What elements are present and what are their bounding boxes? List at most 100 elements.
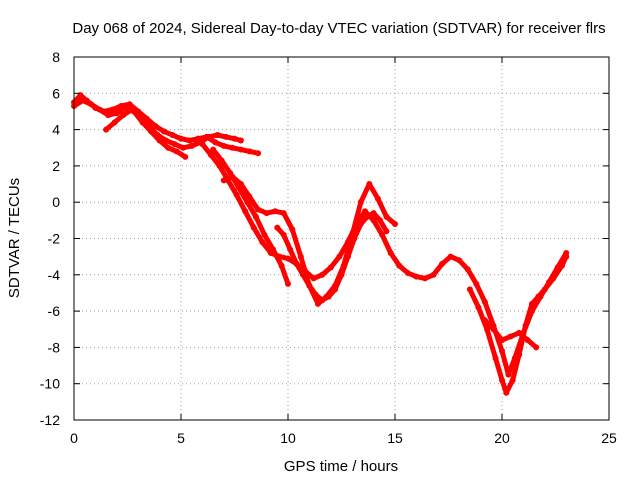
- data-point: [299, 271, 306, 278]
- data-point: [503, 389, 510, 396]
- data-point: [210, 146, 217, 153]
- data-point: [499, 377, 505, 384]
- y-tick-label: 6: [52, 85, 60, 101]
- data-point: [383, 228, 390, 235]
- data-point: [111, 119, 118, 126]
- data-point: [180, 144, 187, 151]
- data-point: [396, 262, 403, 269]
- data-point: [105, 112, 112, 119]
- data-point: [218, 157, 225, 164]
- data-point: [280, 231, 287, 238]
- data-point: [387, 250, 394, 257]
- data-point: [351, 235, 358, 242]
- data-series-sat-track-9: [481, 317, 540, 351]
- data-point: [214, 132, 221, 139]
- data-point: [88, 101, 95, 108]
- data-point: [481, 299, 488, 306]
- data-point: [152, 122, 159, 129]
- data-point: [327, 264, 334, 271]
- data-point: [332, 286, 339, 293]
- x-tick-label: 20: [494, 430, 510, 446]
- data-point: [357, 199, 364, 206]
- data-point: [319, 271, 326, 278]
- data-point: [336, 253, 343, 260]
- y-axis-label: SDTVAR / TECUs: [6, 178, 23, 298]
- data-point: [374, 195, 381, 202]
- data-series-sat-track-2: [71, 97, 189, 160]
- data-point: [533, 344, 540, 351]
- data-point: [113, 110, 120, 117]
- data-point: [122, 104, 129, 111]
- data-point: [280, 210, 287, 217]
- data-point: [344, 253, 351, 260]
- data-point: [188, 142, 195, 149]
- data-point: [270, 246, 277, 253]
- data-point: [490, 326, 497, 333]
- data-point: [160, 128, 167, 135]
- data-point: [541, 286, 548, 293]
- data-point: [509, 377, 516, 384]
- data-point: [252, 213, 259, 220]
- data-point: [120, 112, 127, 119]
- data-point: [231, 135, 238, 142]
- data-point: [421, 275, 428, 282]
- data-point: [364, 213, 371, 220]
- data-point: [499, 337, 505, 344]
- data-point: [370, 217, 377, 224]
- data-point: [314, 300, 321, 307]
- data-point: [325, 293, 332, 300]
- data-point: [563, 253, 570, 260]
- data-point: [278, 262, 285, 269]
- data-point: [528, 300, 535, 307]
- y-tick-label: 2: [52, 158, 60, 174]
- data-point: [199, 141, 206, 148]
- data-point: [229, 173, 236, 180]
- data-point: [212, 139, 219, 146]
- data-point: [169, 132, 176, 139]
- data-point: [338, 271, 345, 278]
- y-tick-label: -6: [48, 303, 61, 319]
- data-point: [246, 193, 253, 200]
- data-point: [205, 133, 212, 140]
- data-point: [505, 371, 512, 378]
- data-point: [229, 144, 236, 151]
- data-point: [473, 280, 480, 287]
- data-point: [178, 135, 184, 142]
- data-point: [499, 348, 505, 355]
- data-point: [128, 106, 135, 113]
- data-point: [362, 208, 369, 215]
- data-point: [182, 153, 189, 160]
- y-tick-label: -10: [40, 376, 60, 392]
- chart-title: Day 068 of 2024, Sidereal Day-to-day VTE…: [72, 20, 605, 37]
- data-point: [392, 220, 398, 227]
- data-point: [222, 133, 229, 140]
- data-point: [255, 206, 262, 213]
- data-point: [413, 273, 420, 280]
- y-tick-label: 0: [52, 194, 60, 210]
- x-tick-label: 5: [177, 430, 185, 446]
- data-series-sat-track-7: [274, 210, 390, 304]
- data-point: [319, 297, 326, 304]
- x-tick-label: 25: [601, 430, 617, 446]
- data-point: [171, 141, 178, 148]
- data-point: [306, 282, 313, 289]
- data-point: [285, 255, 291, 262]
- data-point: [237, 181, 244, 188]
- data-point: [79, 97, 86, 104]
- data-point: [550, 275, 557, 282]
- data-point: [293, 260, 300, 267]
- x-axis-label: GPS time / hours: [284, 458, 398, 475]
- data-point: [484, 326, 491, 333]
- y-tick-label: -12: [40, 412, 60, 428]
- data-point: [126, 101, 133, 108]
- data-point: [237, 146, 244, 153]
- data-point: [261, 231, 268, 238]
- data-point: [357, 220, 364, 227]
- data-point: [250, 224, 257, 231]
- data-point: [287, 246, 294, 253]
- data-point: [285, 280, 291, 287]
- data-point: [237, 137, 244, 144]
- x-tick-label: 0: [70, 430, 78, 446]
- data-series-sat-track-4: [199, 141, 570, 378]
